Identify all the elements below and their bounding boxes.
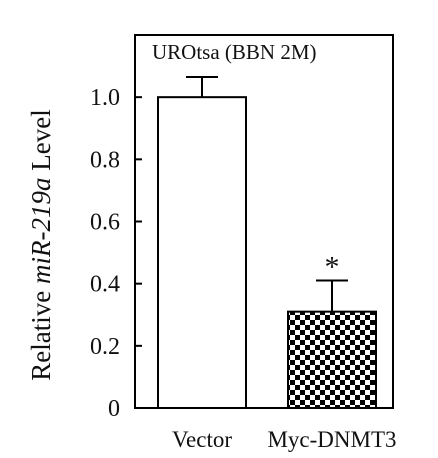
y-tick-label: 0.2 bbox=[90, 334, 120, 360]
x-category-label-1: Vector bbox=[172, 427, 232, 452]
significance-marker: * bbox=[325, 251, 340, 284]
chart-title: UROtsa (BBN 2M) bbox=[152, 40, 317, 64]
y-tick-label: 0.4 bbox=[90, 272, 120, 298]
y-axis-label-part-1: Relative bbox=[26, 284, 56, 381]
y-tick-label: 0.6 bbox=[90, 210, 120, 236]
bar-2 bbox=[287, 310, 377, 409]
bar-1 bbox=[157, 96, 247, 410]
x-category-label-2: Myc-DNMT3 bbox=[267, 427, 396, 452]
y-tick-label: 0.8 bbox=[90, 147, 120, 173]
x-axis-category-labels: Vector Myc-DNMT3 bbox=[172, 427, 397, 452]
y-axis-label: Relative miR-219a Level bbox=[26, 109, 56, 380]
y-axis-label-part-3: Level bbox=[26, 109, 56, 177]
y-axis-label-part-2: miR-219a bbox=[26, 178, 56, 284]
y-axis-ticks: 0 0.2 0.4 0.6 0.8 1.0 bbox=[90, 85, 142, 422]
y-tick-label: 0 bbox=[108, 396, 120, 422]
bars: * bbox=[157, 75, 377, 410]
y-tick-label: 1.0 bbox=[90, 85, 120, 111]
